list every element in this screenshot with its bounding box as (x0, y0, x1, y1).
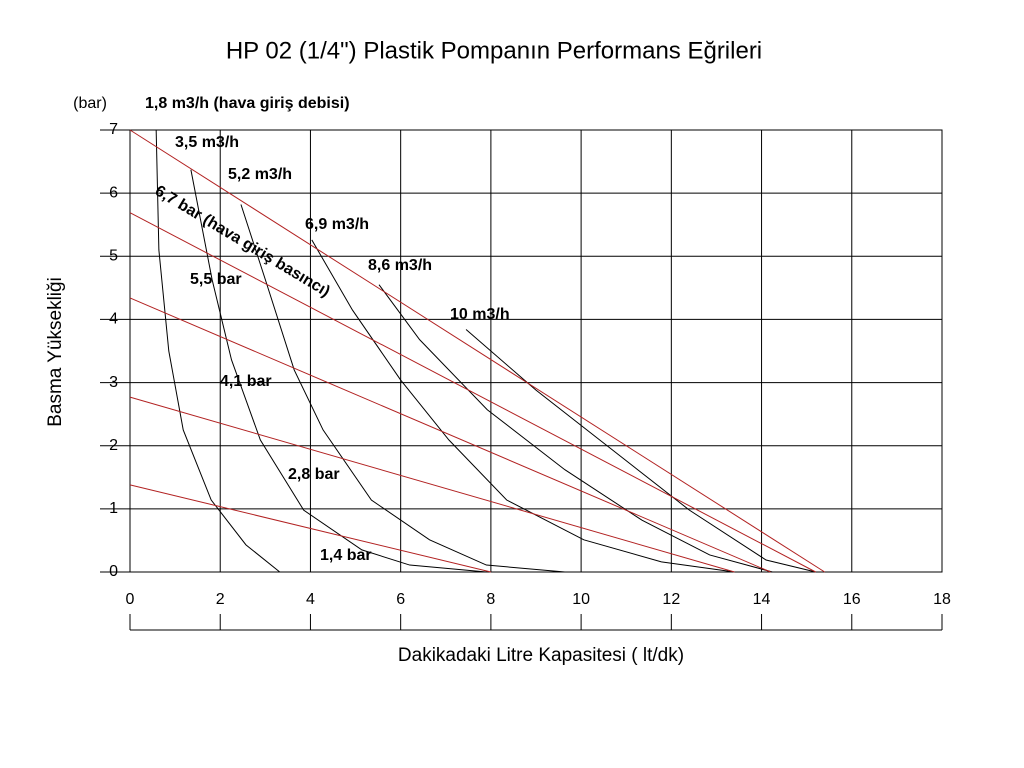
y-tick-label: 3 (109, 374, 118, 391)
y-tick-label: 7 (109, 121, 118, 138)
x-tick-label: 0 (126, 591, 135, 608)
curve-label: 1,4 bar (320, 547, 372, 564)
y-tick-label: 0 (109, 563, 118, 580)
x-tick-label: 16 (843, 591, 861, 608)
x-tick-label: 10 (572, 591, 590, 608)
y-tick-label: 2 (109, 437, 118, 454)
curve (129, 484, 492, 573)
curve (129, 129, 825, 573)
y-tick-label: 5 (109, 248, 118, 265)
curve (129, 297, 771, 573)
curve-label: 1,8 m3/h (hava giriş debisi) (145, 95, 350, 112)
x-tick-label: 4 (306, 591, 315, 608)
x-tick-label: 6 (396, 591, 405, 608)
curve-label: 5,2 m3/h (228, 166, 292, 183)
x-tick-label: 18 (933, 591, 951, 608)
curve (240, 204, 565, 573)
curve-label: 5,5 bar (190, 271, 242, 288)
curve (465, 329, 816, 573)
curve (129, 212, 816, 573)
y-tick-label: 1 (109, 500, 118, 517)
curve (378, 284, 773, 573)
curve-label: 2,8 bar (288, 466, 340, 483)
curve-label: 4,1 bar (220, 373, 272, 390)
curve-label: 6,9 m3/h (305, 216, 369, 233)
curve (155, 129, 281, 573)
x-tick-label: 2 (216, 591, 225, 608)
chart-title: HP 02 (1/4") Plastik Pompanın Performans… (226, 37, 762, 64)
y-axis-title: Basma Yüksekliği (45, 277, 66, 427)
curve-label: 10 m3/h (450, 306, 510, 323)
curve (190, 169, 487, 573)
plot-frame (129, 129, 943, 573)
x-tick-label: 8 (486, 591, 495, 608)
y-unit: (bar) (73, 95, 107, 112)
curve (129, 396, 735, 573)
y-tick-label: 4 (109, 311, 118, 328)
curve-label: 8,6 m3/h (368, 257, 432, 274)
x-tick-label: 12 (662, 591, 680, 608)
y-tick-label: 6 (109, 184, 118, 201)
x-axis-title: Dakikadaki Litre Kapasitesi ( lt/dk) (398, 645, 684, 666)
curve (311, 239, 735, 573)
curve-label: 3,5 m3/h (175, 134, 239, 151)
x-tick-label: 14 (753, 591, 771, 608)
